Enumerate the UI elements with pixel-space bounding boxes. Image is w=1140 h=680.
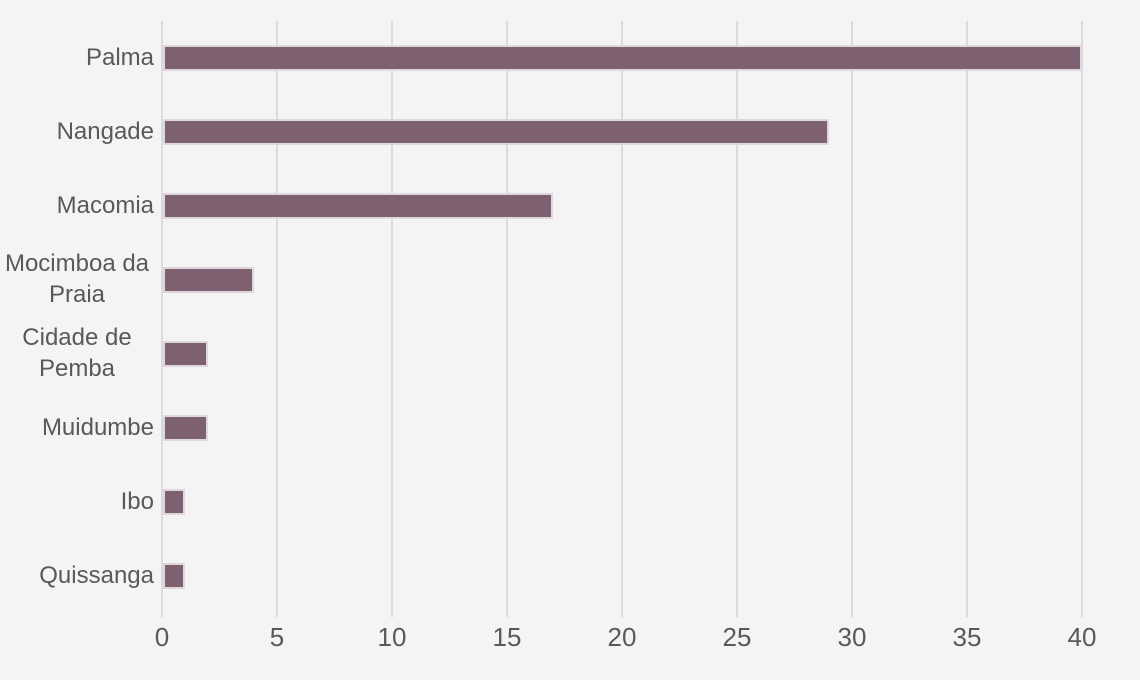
category-label-text: Macomia [56, 191, 154, 219]
category-label-mocimboa-da-praia: Mocimboa da Praia [0, 243, 154, 317]
bar-cidade-de-pemba [163, 341, 208, 367]
bar-muidumbe [163, 415, 208, 441]
category-label-text: Muidumbe [41, 413, 154, 441]
gridline-x-30 [851, 21, 853, 617]
category-label-text: Palma [85, 43, 154, 71]
bar-ibo [163, 489, 185, 515]
category-label-text: Cidade de Pemba [22, 324, 132, 382]
category-label-text: Nangade [56, 117, 154, 145]
category-label-macomia: Macomia [0, 169, 154, 243]
bar-quissanga [163, 563, 185, 589]
category-label-ibo: Ibo [0, 465, 154, 539]
gridline-x-20 [621, 21, 623, 617]
gridline-x-10 [391, 21, 393, 617]
bar-mocimboa-da-praia [163, 267, 254, 293]
category-label-text: Ibo [120, 487, 154, 515]
bar-palma [163, 45, 1082, 71]
gridline-x-15 [506, 21, 508, 617]
x-tick-label: 5 [269, 622, 285, 652]
category-label-quissanga: Quissanga [0, 539, 154, 613]
x-tick-label: 15 [492, 622, 522, 652]
category-label-muidumbe: Muidumbe [0, 391, 154, 465]
category-label-cidade-de-pemba: Cidade de Pemba [0, 317, 154, 391]
bar-macomia [163, 193, 553, 219]
gridline-x-40 [1081, 21, 1083, 617]
x-tick-label: 40 [1067, 622, 1097, 652]
x-tick-label: 10 [377, 622, 407, 652]
gridline-x-5 [276, 21, 278, 617]
x-tick-label: 25 [722, 622, 752, 652]
x-tick-label: 30 [837, 622, 867, 652]
category-label-text: Quissanga [39, 561, 154, 589]
category-label-palma: Palma [0, 21, 154, 95]
bar-nangade [163, 119, 829, 145]
gridline-x-0 [161, 21, 163, 617]
gridline-x-35 [966, 21, 968, 617]
category-label-nangade: Nangade [0, 95, 154, 169]
x-tick-label: 20 [607, 622, 637, 652]
category-label-text: Mocimboa da Praia [4, 250, 150, 308]
gridline-x-25 [736, 21, 738, 617]
x-tick-label: 0 [154, 622, 170, 652]
x-tick-label: 35 [952, 622, 982, 652]
